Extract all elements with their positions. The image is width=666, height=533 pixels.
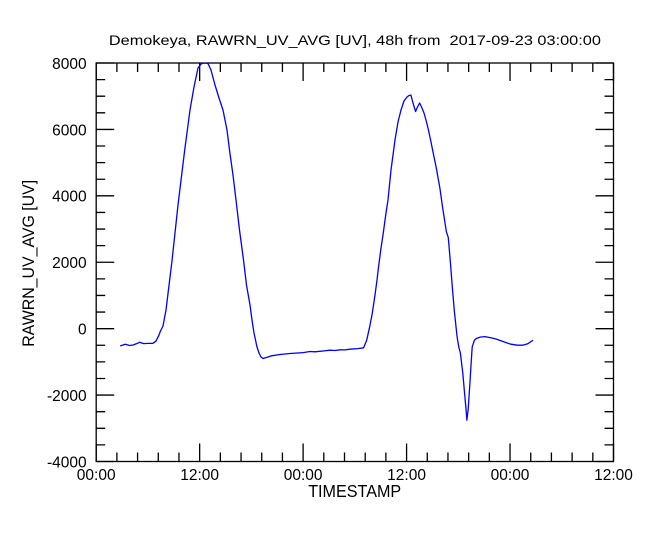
svg-text:-2000: -2000 [47,388,87,405]
svg-text:12:00: 12:00 [594,467,633,484]
svg-text:6000: 6000 [52,122,87,139]
svg-text:2000: 2000 [52,255,87,272]
svg-text:4000: 4000 [52,189,87,206]
svg-text:-4000: -4000 [47,454,87,471]
svg-text:00:00: 00:00 [284,467,323,484]
svg-text:RAWRN_UV_AVG [UV]: RAWRN_UV_AVG [UV] [19,180,38,347]
svg-text:00:00: 00:00 [77,467,116,484]
svg-text:12:00: 12:00 [180,467,219,484]
svg-text:Demokeya, RAWRN_UV_AVG [UV], 4: Demokeya, RAWRN_UV_AVG [UV], 48h from 20… [109,32,601,48]
svg-text:12:00: 12:00 [387,467,426,484]
svg-text:8000: 8000 [52,56,87,73]
svg-text:0: 0 [78,322,87,339]
svg-text:TIMESTAMP: TIMESTAMP [308,481,401,501]
svg-text:00:00: 00:00 [491,467,530,484]
